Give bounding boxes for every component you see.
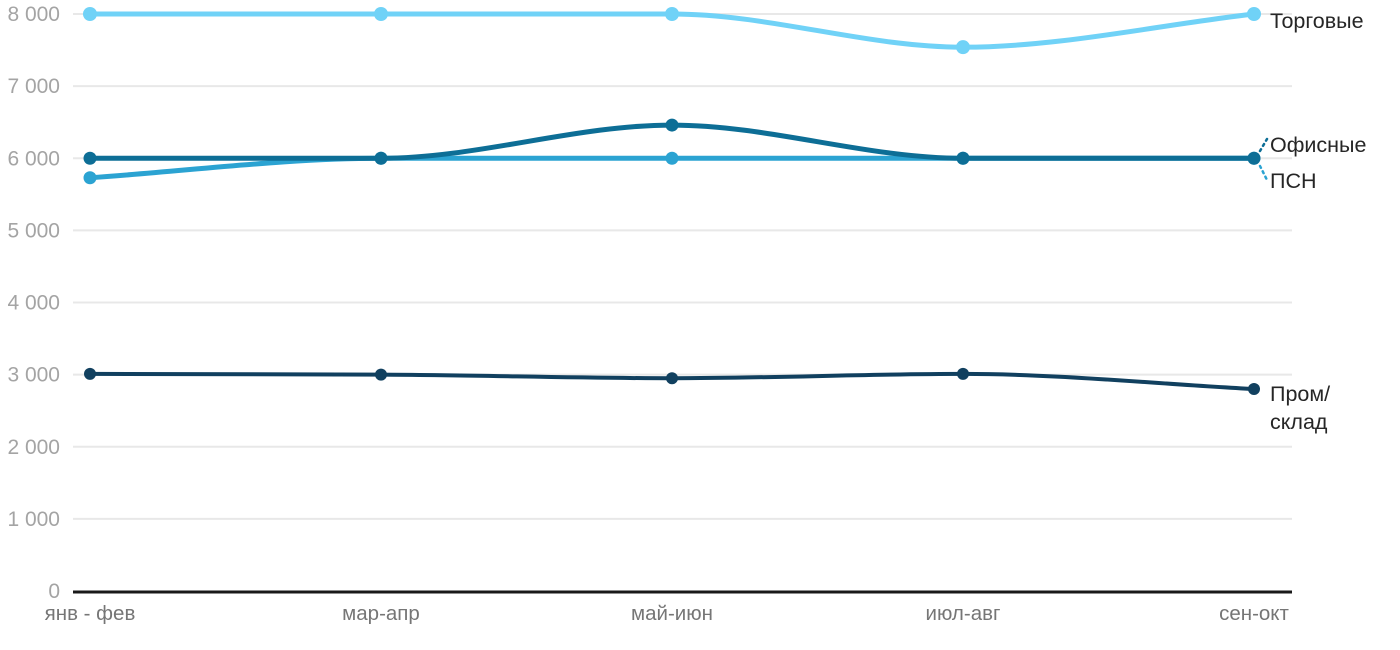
data-point-torgovye[interactable]: [956, 40, 970, 55]
series-label-psn: ПСН: [1270, 169, 1317, 193]
x-tick-label: янв - фев: [45, 602, 136, 625]
y-tick-label: 7 000: [7, 75, 60, 98]
series-label-ofisnye: Офисные: [1270, 133, 1366, 157]
series-label-prom-sklad: Пром/: [1270, 382, 1330, 406]
x-tick-label: май-июн: [631, 602, 713, 625]
data-point-prom-sklad[interactable]: [375, 368, 387, 381]
data-point-ofisnye[interactable]: [83, 151, 97, 165]
series-label-prom-sklad: склад: [1270, 410, 1328, 434]
data-point-psn[interactable]: [83, 171, 97, 185]
data-point-prom-sklad[interactable]: [84, 367, 96, 380]
leader-line-ofisnye: [1258, 137, 1269, 153]
y-tick-label: 0: [48, 580, 60, 603]
y-tick-label: 3 000: [7, 364, 60, 387]
data-point-ofisnye[interactable]: [374, 151, 388, 165]
data-point-torgovye[interactable]: [374, 7, 388, 21]
data-point-ofisnye[interactable]: [1247, 151, 1261, 165]
data-point-torgovye[interactable]: [1247, 7, 1261, 21]
y-tick-label: 4 000: [7, 292, 60, 315]
y-tick-label: 6 000: [7, 147, 60, 170]
y-tick-label: 8 000: [7, 3, 60, 26]
data-point-ofisnye[interactable]: [665, 118, 679, 132]
data-point-torgovye[interactable]: [83, 7, 97, 21]
y-tick-label: 5 000: [7, 219, 60, 242]
x-tick-label: сен-окт: [1219, 602, 1289, 625]
data-point-prom-sklad[interactable]: [957, 367, 969, 380]
x-tick-label: июл-авг: [926, 602, 1001, 625]
data-point-psn[interactable]: [665, 151, 679, 165]
series-label-torgovye: Торговые: [1270, 9, 1364, 33]
data-point-torgovye[interactable]: [665, 7, 679, 21]
data-point-prom-sklad[interactable]: [1248, 383, 1260, 396]
y-tick-label: 2 000: [7, 436, 60, 459]
y-tick-label: 1 000: [7, 508, 60, 531]
data-point-prom-sklad[interactable]: [666, 372, 678, 385]
data-point-ofisnye[interactable]: [956, 151, 970, 165]
x-tick-label: мар-апр: [342, 602, 420, 625]
leader-line-psn: [1258, 164, 1269, 182]
